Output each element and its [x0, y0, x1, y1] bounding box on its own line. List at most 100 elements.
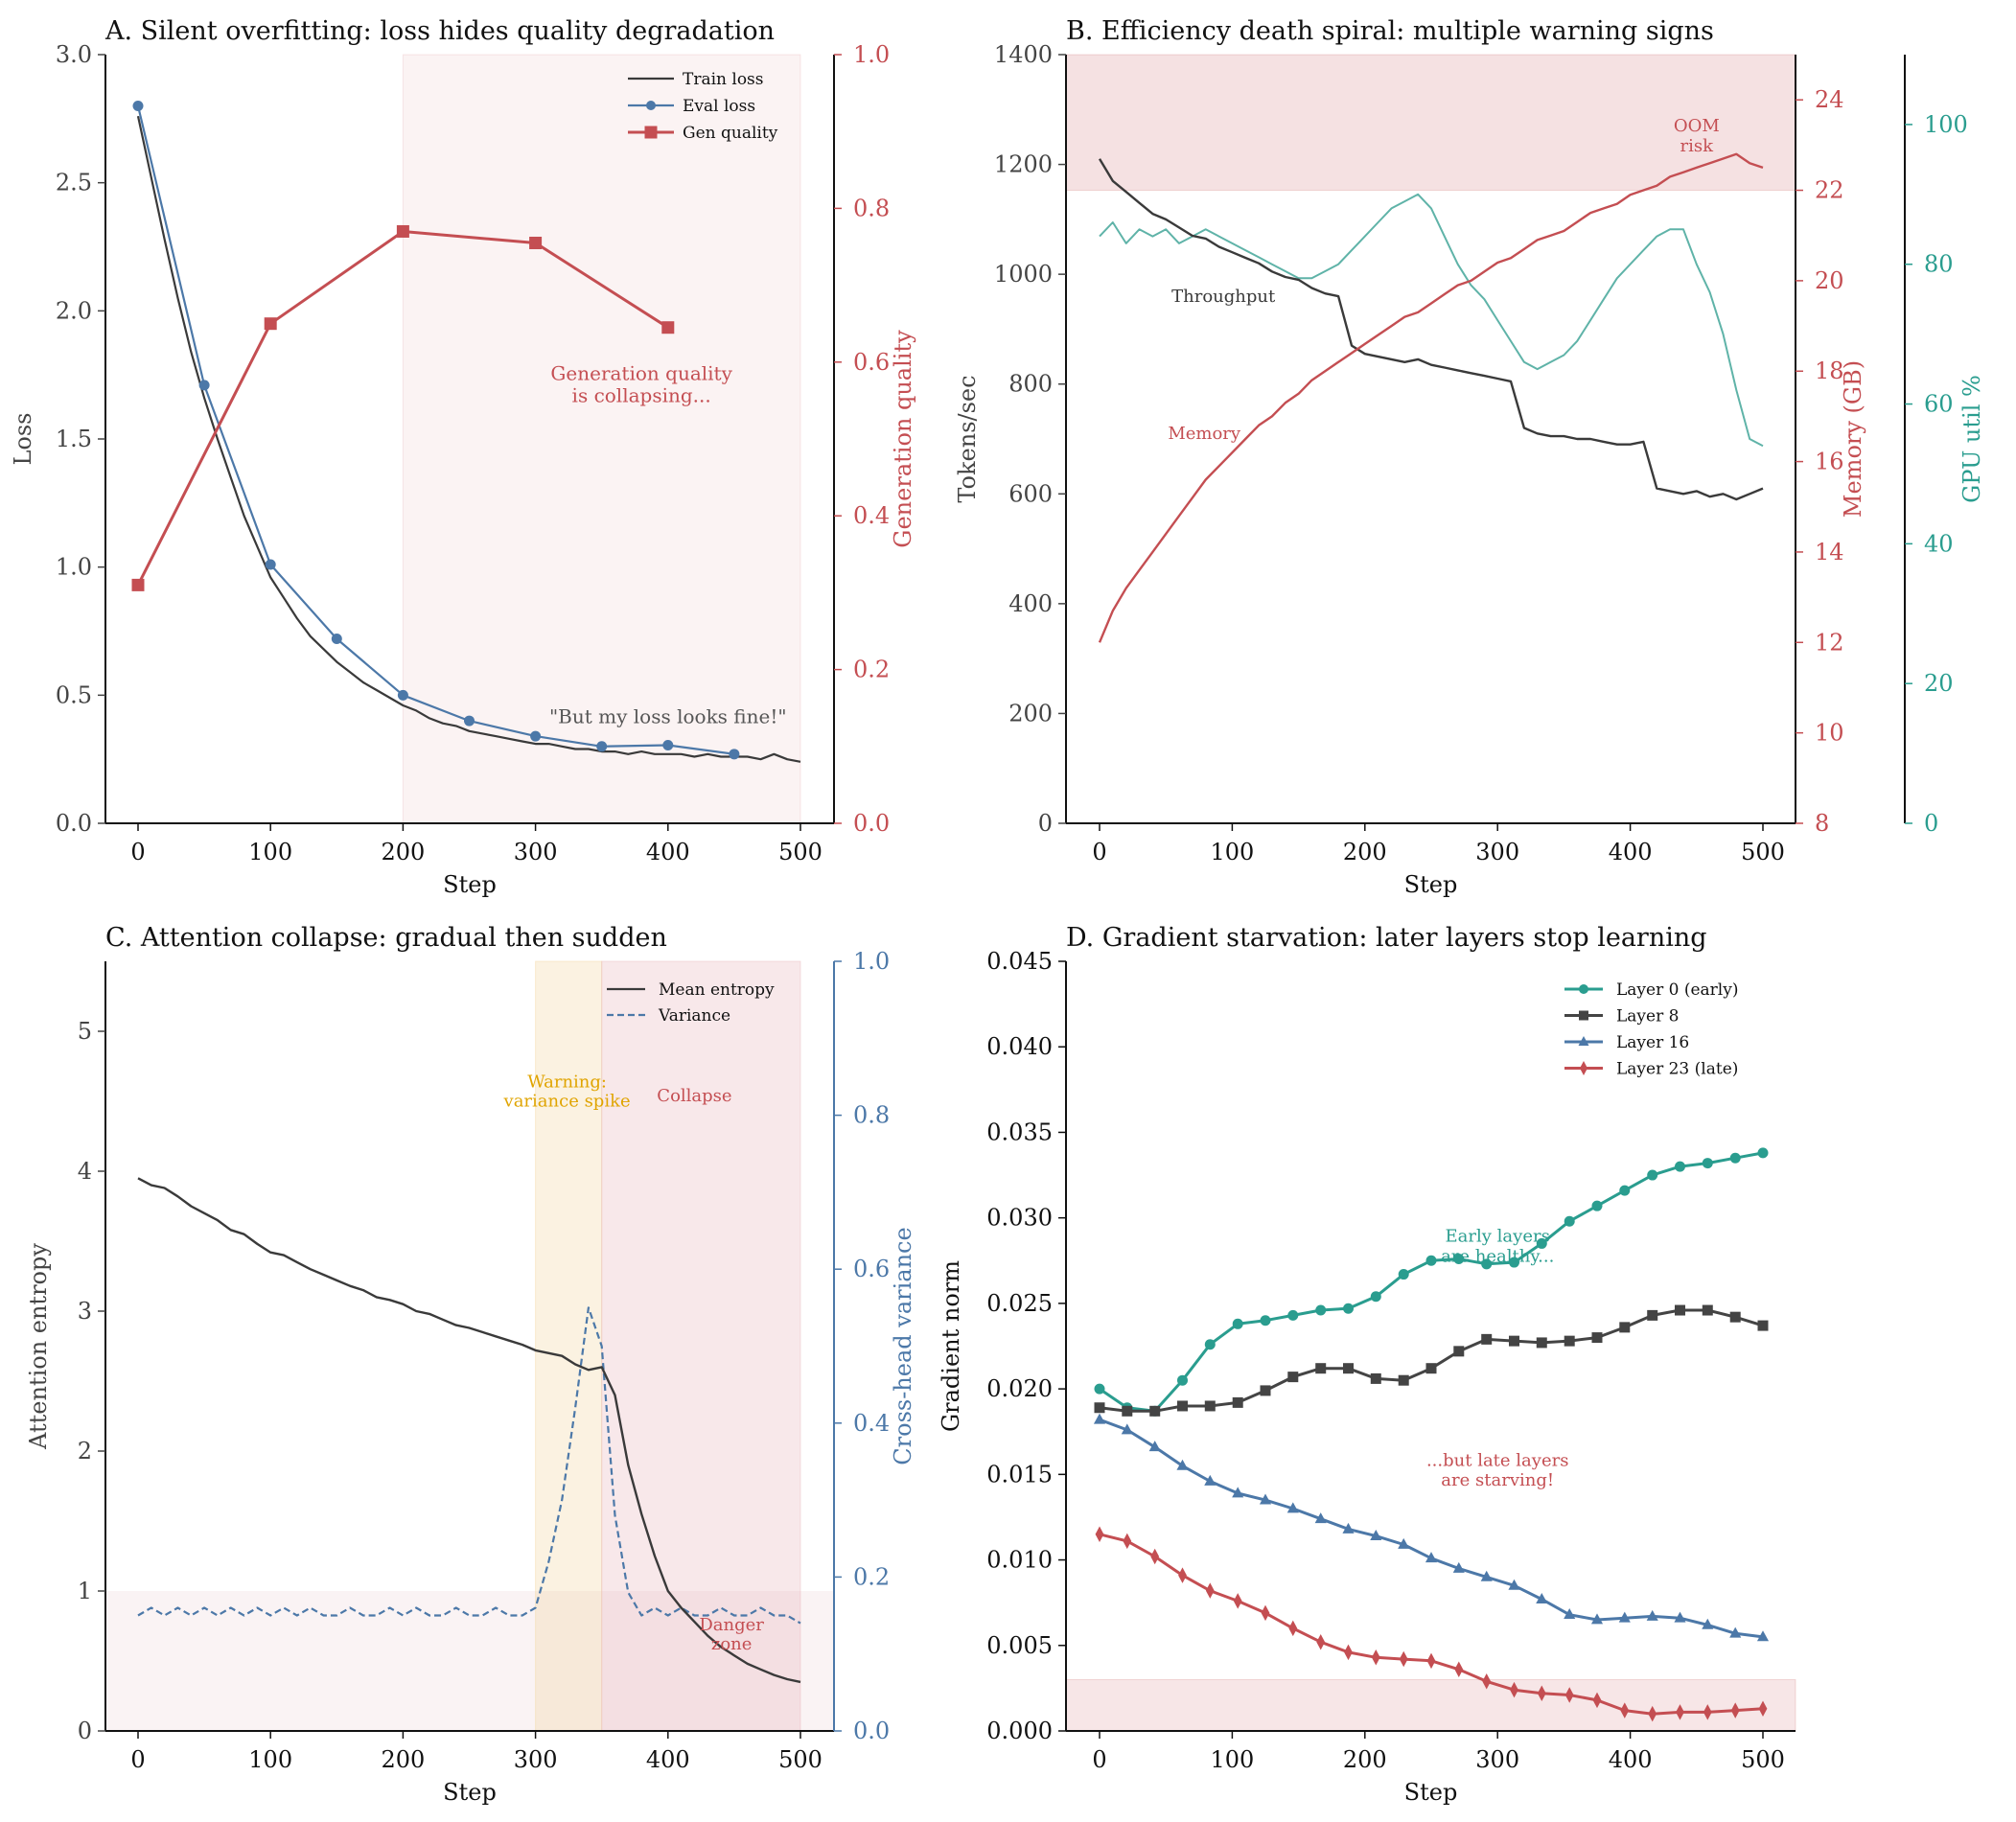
layer-point — [1260, 1385, 1271, 1396]
left-tick-label: 400 — [1008, 590, 1053, 617]
danger-zone-label: zone — [711, 1634, 753, 1654]
legend-marker — [1580, 1061, 1587, 1075]
panel-c: Warning:variance spike Collapse Dangerzone… — [25, 923, 916, 1806]
gen-quality-point — [396, 224, 409, 238]
right-tick-label: 0.4 — [853, 502, 890, 529]
left-tick-label: 1200 — [994, 151, 1053, 178]
right-tick-label: 22 — [1815, 177, 1844, 204]
layer-point — [1287, 1372, 1299, 1383]
layer-point — [1121, 1423, 1133, 1435]
left-axis-label: Attention entropy — [25, 1243, 52, 1450]
right-tick-label: 80 — [1924, 251, 1954, 278]
layer-point — [1480, 1570, 1493, 1581]
layer-point — [1564, 1608, 1576, 1620]
left-tick-label: 600 — [1008, 480, 1053, 507]
layer-point — [1564, 1687, 1574, 1703]
left-tick-label: 0.025 — [986, 1290, 1053, 1317]
eval-loss-point — [198, 380, 210, 391]
annotation: are starving! — [1441, 1470, 1554, 1490]
right-tick-label: 24 — [1815, 86, 1844, 113]
legend-label: Mean entropy — [659, 980, 775, 1000]
left-tick-label: 800 — [1008, 371, 1053, 398]
x-tick-label: 200 — [381, 839, 425, 865]
x-tick-label: 200 — [1343, 1746, 1387, 1773]
legend: Mean entropy Variance — [607, 980, 775, 1026]
layer-point — [1509, 1257, 1519, 1268]
layer-point — [1646, 1609, 1658, 1621]
starvation-band — [1065, 1678, 1796, 1732]
right-tick-label: 0.8 — [853, 1102, 890, 1129]
layer-point — [1315, 1304, 1327, 1316]
layer-point — [1371, 1649, 1380, 1666]
x-tick-label: 0 — [1092, 1746, 1106, 1773]
legend-label: Layer 8 — [1616, 1007, 1679, 1026]
layer-point — [1204, 1339, 1216, 1350]
eval-loss-point — [530, 730, 542, 742]
eval-loss-point — [596, 741, 608, 752]
danger-zone-label: Danger — [699, 1615, 764, 1635]
warning-label: Warning: — [527, 1072, 607, 1092]
x-axis-label: Step — [443, 1779, 497, 1806]
layer-point — [1093, 1413, 1106, 1424]
right-tick-label: 16 — [1815, 449, 1844, 475]
annotation: OOM — [1674, 116, 1720, 136]
eval-loss-point — [132, 100, 144, 111]
train-loss-line — [136, 115, 801, 763]
layer-point — [1756, 1630, 1770, 1642]
memory-line — [1098, 152, 1764, 643]
annotation: "But my loss looks fine!" — [549, 705, 787, 728]
left-tick-label: 2 — [78, 1438, 92, 1465]
right-tick-label: 0.8 — [853, 195, 890, 221]
eval-loss-point — [331, 634, 342, 645]
annotation: Early layers — [1446, 1227, 1550, 1247]
layer-point — [1370, 1291, 1381, 1303]
layer-point — [1094, 1402, 1105, 1414]
layer-point — [1757, 1147, 1769, 1159]
layer-point — [1176, 1459, 1189, 1470]
layer-point — [1425, 1552, 1438, 1563]
eval-loss-line — [136, 105, 735, 755]
layer-point — [1564, 1215, 1575, 1227]
right-tick-label: 8 — [1815, 810, 1829, 837]
right-tick-label: 12 — [1815, 629, 1844, 656]
layer-point — [1648, 1705, 1657, 1722]
left-tick-label: 0.035 — [986, 1119, 1053, 1145]
right-tick-label: 0.4 — [853, 1410, 890, 1437]
layer-point — [1095, 1526, 1104, 1543]
right-tick-label: 10 — [1815, 720, 1844, 747]
layer-point — [1426, 1652, 1436, 1670]
legend-marker — [646, 101, 656, 110]
layer-point — [1564, 1335, 1575, 1347]
gpu-util-line — [1099, 193, 1764, 448]
x-tick-label: 0 — [130, 839, 145, 865]
layer-point — [1482, 1673, 1492, 1690]
layer-point — [1591, 1332, 1603, 1344]
left-tick-label: 200 — [1008, 700, 1053, 726]
x-axis-label: Step — [1404, 1779, 1458, 1806]
layer-point — [1674, 1611, 1686, 1623]
x-tick-label: 500 — [778, 839, 823, 865]
x-tick-label: 300 — [1475, 1746, 1519, 1773]
layer-point — [1536, 1237, 1547, 1249]
collapse-label: Collapse — [657, 1086, 731, 1106]
left-tick-label: 3.0 — [56, 41, 92, 68]
layer-point — [1730, 1702, 1740, 1718]
legend: Layer 0 (early) Layer 8 Layer 16 Layer 23 (… — [1564, 980, 1738, 1079]
layer-point — [1703, 1704, 1712, 1720]
right-tick-label: 40 — [1924, 530, 1954, 557]
layer-point — [1510, 1681, 1518, 1698]
left-tick-label: 1.0 — [56, 554, 92, 581]
gen-quality-point — [529, 236, 543, 249]
x-tick-label: 100 — [1210, 1746, 1254, 1773]
layer-point — [1178, 1567, 1187, 1583]
right-tick-label: 0.0 — [853, 1718, 890, 1744]
eval-loss-point — [729, 749, 740, 760]
layer-point — [1702, 1304, 1713, 1316]
eval-loss-point — [265, 559, 276, 570]
left-tick-label: 0.0 — [56, 810, 92, 837]
right-tick-label: 100 — [1924, 111, 1968, 138]
layer-point — [1288, 1620, 1298, 1637]
layer-point — [1398, 1537, 1410, 1549]
x-axis-label: Step — [1404, 871, 1458, 898]
